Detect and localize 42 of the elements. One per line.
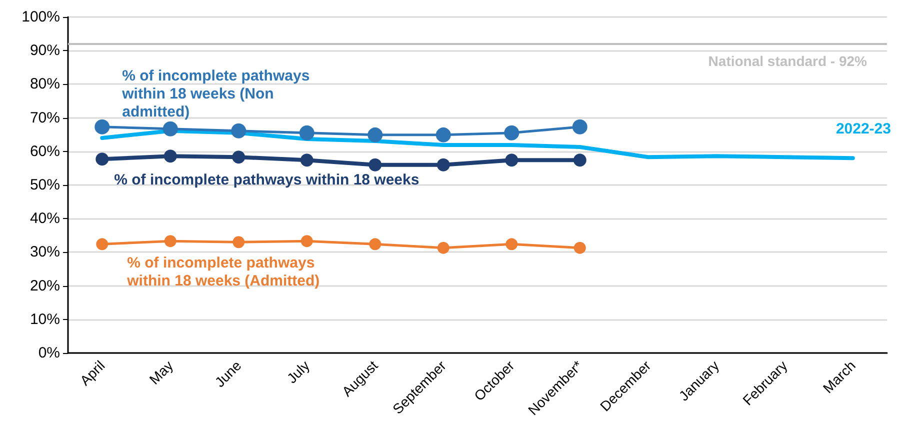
- x-tick-label: May: [146, 357, 176, 388]
- y-tick-label: 0%: [38, 344, 60, 362]
- y-tick-label: 20%: [30, 277, 60, 294]
- point: [437, 242, 450, 254]
- y-tick-label: 100%: [22, 8, 60, 26]
- point: [436, 158, 450, 172]
- series-label: % of incomplete pathways within 18 weeks (Non admitted): [121, 67, 314, 120]
- point: [505, 154, 518, 167]
- point: [300, 154, 314, 167]
- point: [94, 119, 110, 134]
- x-tick-label: July: [284, 357, 313, 386]
- y-tick-label: 30%: [30, 244, 60, 261]
- point: [232, 150, 246, 164]
- point: [162, 121, 178, 136]
- point: [231, 123, 246, 138]
- y-tick-label: 10%: [30, 310, 60, 328]
- point: [368, 127, 383, 142]
- y-tick-label: 50%: [30, 176, 60, 194]
- point: [368, 158, 382, 172]
- point: [506, 238, 518, 250]
- y-tick-label: 60%: [30, 142, 60, 160]
- point: [96, 152, 109, 166]
- point: [504, 125, 520, 140]
- point: [164, 150, 177, 163]
- point: [572, 119, 588, 134]
- series-label: % of incomplete pathways within 18 weeks: [114, 172, 420, 189]
- y-tick-label: 70%: [30, 109, 60, 126]
- point: [436, 127, 451, 142]
- point: [232, 236, 245, 248]
- point: [573, 154, 586, 167]
- point: [369, 238, 382, 250]
- point: [164, 235, 176, 248]
- ref-line-label: National standard - 92%: [708, 52, 868, 69]
- y-tick-label: 90%: [30, 42, 60, 60]
- series-label: 2022-23: [836, 120, 891, 138]
- y-tick-label: 80%: [30, 76, 60, 93]
- point: [300, 235, 313, 248]
- y-tick-label: 40%: [30, 210, 60, 228]
- point: [299, 125, 314, 140]
- point: [574, 242, 586, 254]
- series-label: % of incomplete pathways within 18 weeks (Admitted): [126, 254, 320, 290]
- point: [96, 238, 108, 250]
